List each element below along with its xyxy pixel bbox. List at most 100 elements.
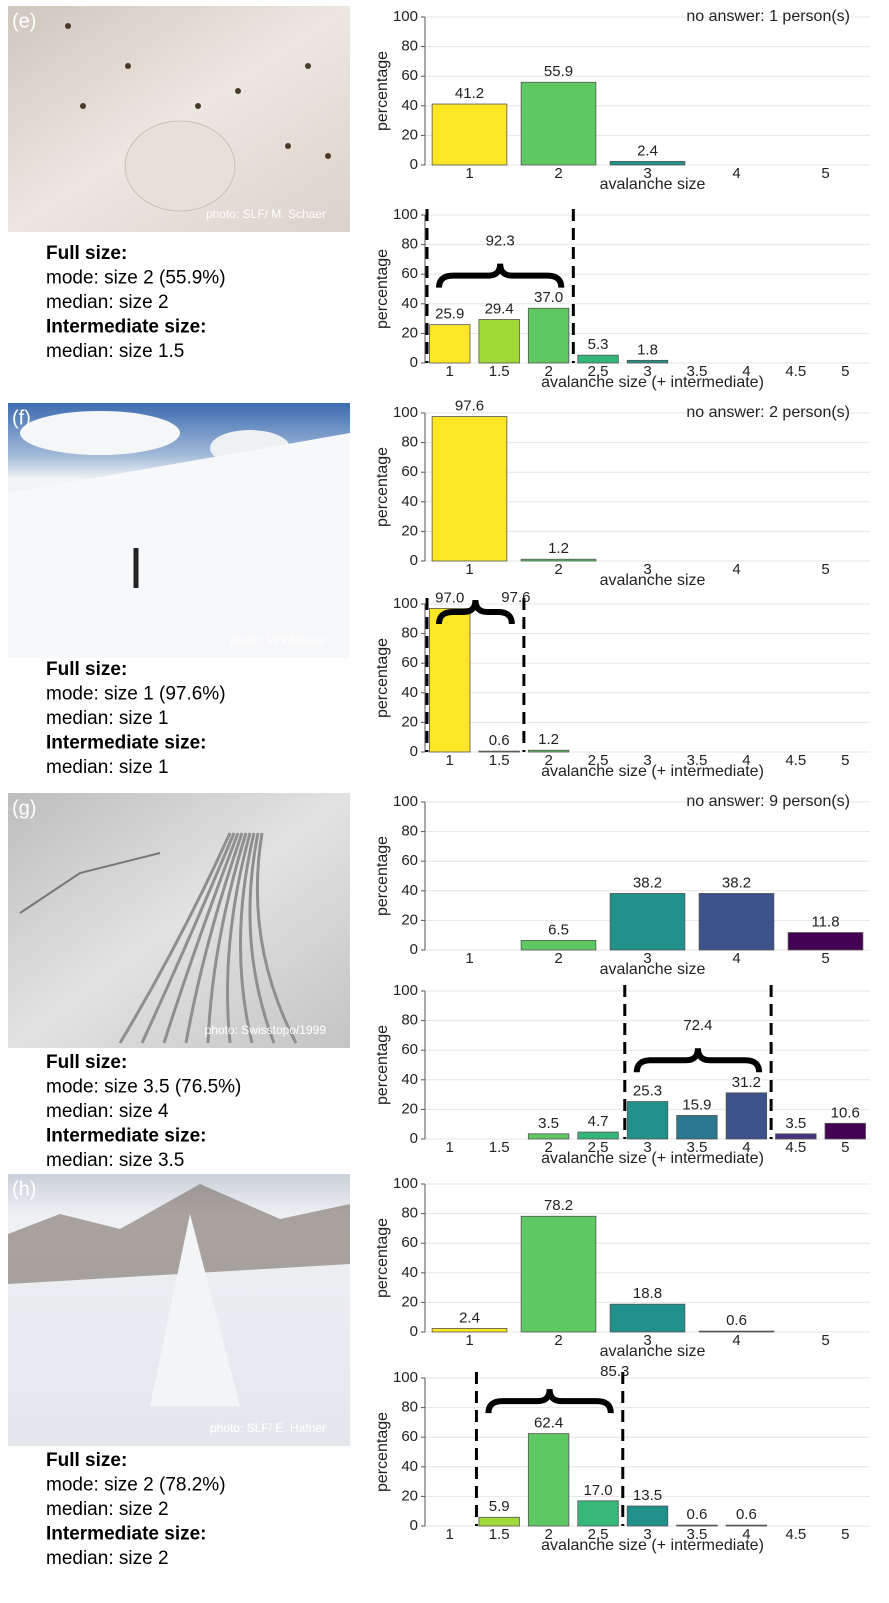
y-tick-label: 20: [401, 713, 418, 730]
y-axis-label: percentage: [374, 1025, 391, 1105]
y-tick-label: 80: [401, 38, 418, 55]
bar: [577, 1131, 619, 1140]
x-tick-label: 4.5: [785, 752, 806, 769]
x-tick-label: 3.5: [687, 1526, 708, 1543]
summary-line: mode: size 1 (97.6%): [46, 684, 226, 705]
photo-detail: [248, 832, 276, 1044]
x-tick-label: 1: [465, 561, 473, 578]
x-axis-label: avalanche size (+ intermediate): [541, 763, 764, 780]
panel-label: (h): [12, 1178, 36, 1200]
bar: [698, 1330, 775, 1333]
value-label: 6.5: [548, 921, 569, 938]
x-tick-label: 4.5: [785, 363, 806, 380]
value-label: 1.2: [548, 540, 569, 557]
value-label: 4.7: [588, 1113, 609, 1130]
y-tick-label: 80: [401, 236, 418, 253]
photo-detail: [140, 832, 236, 1044]
y-tick-label: 0: [410, 552, 418, 569]
bar: [609, 161, 686, 166]
y-tick-label: 60: [401, 1234, 418, 1251]
x-tick-label: 3.5: [687, 363, 708, 380]
summary-line: Full size:: [46, 1052, 127, 1073]
bar: [527, 307, 570, 364]
photo: [8, 793, 350, 1048]
x-tick-label: 1: [465, 1332, 473, 1349]
photo-detail: [235, 88, 241, 94]
y-tick-label: 0: [410, 1130, 418, 1147]
y-tick-label: 80: [401, 625, 418, 642]
bar: [527, 749, 570, 753]
y-tick-label: 20: [401, 126, 418, 143]
bracket: [436, 263, 565, 288]
x-tick-label: 3: [643, 165, 651, 182]
x-tick-label: 2: [554, 1332, 562, 1349]
x-tick-label: 4: [732, 165, 740, 182]
y-tick-label: 40: [401, 684, 418, 701]
annotation: no answer: 2 person(s): [686, 404, 850, 421]
photo-detail: [238, 832, 256, 1044]
photo-detail: [124, 120, 236, 212]
x-tick-label: 2: [544, 363, 552, 380]
bar: [478, 319, 520, 364]
x-tick-label: 1: [446, 1526, 454, 1543]
x-tick-label: 4.5: [785, 1139, 806, 1156]
y-tick-label: 40: [401, 295, 418, 312]
x-tick-label: 1.5: [489, 1139, 510, 1156]
x-tick-label: 1.5: [489, 752, 510, 769]
photo-detail: [226, 832, 252, 1044]
summary-line: Full size:: [46, 1450, 127, 1471]
summary-line: median: size 2: [46, 1499, 169, 1520]
photo-detail: [285, 143, 291, 149]
x-tick-label: 3: [643, 1139, 651, 1156]
bar: [520, 81, 597, 166]
y-tick-label: 20: [401, 1487, 418, 1504]
x-tick-label: 4: [742, 1139, 750, 1156]
bar: [725, 1092, 768, 1140]
x-tick-label: 2.5: [588, 752, 609, 769]
photo-detail: [125, 63, 131, 69]
y-tick-label: 80: [401, 1012, 418, 1029]
value-label: 97.6: [455, 398, 484, 415]
value-label: 17.0: [583, 1482, 612, 1499]
x-tick-label: 5: [841, 1139, 849, 1156]
photo-detail: [8, 1184, 350, 1284]
bar: [429, 324, 471, 364]
x-tick-label: 5: [841, 752, 849, 769]
chart: 0 20 40 60 80 100 percentage avalanche size (+ …: [374, 1363, 870, 1554]
y-tick-label: 0: [410, 743, 418, 760]
bracket: [485, 1388, 614, 1414]
bracket: [436, 599, 515, 625]
x-tick-label: 2: [544, 752, 552, 769]
y-axis-label: percentage: [374, 1218, 391, 1298]
summary-line: median: size 4: [46, 1101, 169, 1122]
bar: [577, 354, 619, 364]
x-tick-label: 5: [821, 561, 829, 578]
x-tick-label: 1: [465, 165, 473, 182]
y-axis-label: percentage: [374, 638, 391, 718]
x-tick-label: 2.5: [588, 1139, 609, 1156]
value-label: 62.4: [534, 1415, 563, 1432]
x-axis-label: avalanche size (+ intermediate): [541, 1150, 764, 1167]
y-tick-label: 60: [401, 1041, 418, 1058]
summary-line: mode: size 3.5 (76.5%): [46, 1077, 241, 1098]
bar: [431, 103, 508, 166]
x-tick-label: 5: [841, 1526, 849, 1543]
summary-line: Intermediate size:: [46, 1524, 207, 1545]
x-tick-label: 4: [732, 1332, 740, 1349]
y-tick-label: 0: [410, 941, 418, 958]
value-label: 0.6: [687, 1506, 708, 1523]
chart: 0 20 40 60 80 100 percentage avalanche size (+ …: [374, 982, 870, 1167]
y-tick-label: 60: [401, 852, 418, 869]
y-tick-label: 40: [401, 1264, 418, 1281]
chart: 0 20 40 60 80 100 percentage avalanche size 1 2.4…: [374, 1175, 870, 1360]
x-tick-label: 1: [465, 950, 473, 967]
value-label: 37.0: [534, 289, 563, 306]
x-tick-label: 5: [821, 165, 829, 182]
y-tick-label: 20: [401, 324, 418, 341]
y-axis-label: percentage: [374, 447, 391, 527]
summary-line: Full size:: [46, 659, 127, 680]
x-tick-label: 4: [732, 561, 740, 578]
value-label: 3.5: [785, 1115, 806, 1132]
bar: [626, 359, 669, 364]
